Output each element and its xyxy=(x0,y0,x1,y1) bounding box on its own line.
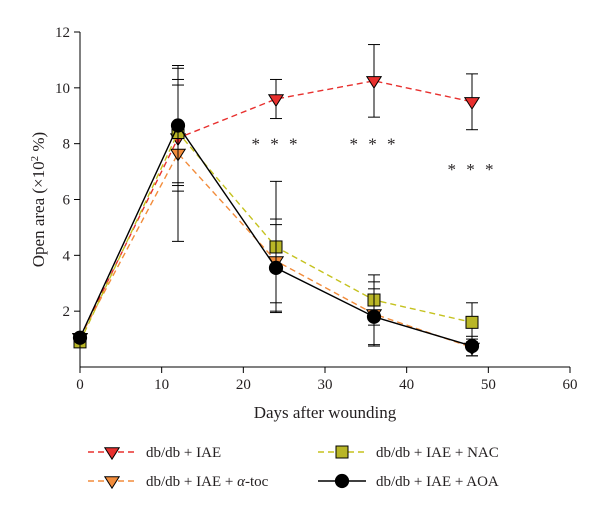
legend-marker xyxy=(103,447,121,461)
x-axis: 0 10 20 30 40 50 60 xyxy=(76,366,578,393)
data-point xyxy=(267,94,285,108)
data-point xyxy=(464,338,480,354)
significance-label: * * * xyxy=(448,160,497,179)
x-tick-label: 30 xyxy=(318,377,333,393)
data-point xyxy=(365,76,383,89)
x-tick-label: 10 xyxy=(154,377,169,393)
legend-marker xyxy=(334,473,350,489)
legend-label: db/db + IAE + NAC xyxy=(376,445,499,461)
y-tick-label: 6 xyxy=(63,193,71,209)
x-axis-label: Days after wounding xyxy=(254,403,397,422)
y-tick-label: 4 xyxy=(63,248,71,264)
legend-item: db/db + IAE + α-toc xyxy=(88,474,269,490)
legend: db/db + IAE db/db + IAE + α-toc db/db + IA… xyxy=(88,445,499,490)
significance-label: * * * xyxy=(252,135,301,154)
x-tick-label: 0 xyxy=(76,377,84,393)
y-tick-label: 2 xyxy=(63,304,71,320)
legend-label: db/db + IAE + α-toc xyxy=(146,474,269,490)
y-tick-label: 12 xyxy=(55,25,70,41)
y-axis: 2 4 6 8 10 12 xyxy=(55,25,81,367)
legend-label: db/db + IAE + AOA xyxy=(376,474,499,490)
legend-item: db/db + IAE xyxy=(88,445,221,461)
series-line xyxy=(79,80,473,338)
plot-area: * * * * * * * * * xyxy=(71,44,497,357)
y-axis-label: Open area (×102 %) xyxy=(29,132,48,267)
y-tick-label: 10 xyxy=(55,81,70,97)
y-tick-label: 8 xyxy=(63,137,71,153)
legend-label: db/db + IAE xyxy=(146,445,221,461)
data-point xyxy=(366,309,382,324)
data-point xyxy=(170,118,186,133)
x-tick-label: 20 xyxy=(236,377,251,393)
significance-label: * * * xyxy=(350,135,399,154)
legend-marker xyxy=(335,445,349,459)
legend-item: db/db + IAE + AOA xyxy=(318,473,499,490)
x-tick-label: 60 xyxy=(563,377,578,393)
data-point xyxy=(268,260,284,275)
legend-item: db/db + IAE + NAC xyxy=(318,445,499,461)
data-point xyxy=(465,315,479,329)
data-point xyxy=(463,97,481,110)
series-4 xyxy=(72,67,480,357)
x-tick-label: 50 xyxy=(481,377,496,393)
legend-marker xyxy=(103,476,121,490)
x-tick-label: 40 xyxy=(399,377,414,393)
